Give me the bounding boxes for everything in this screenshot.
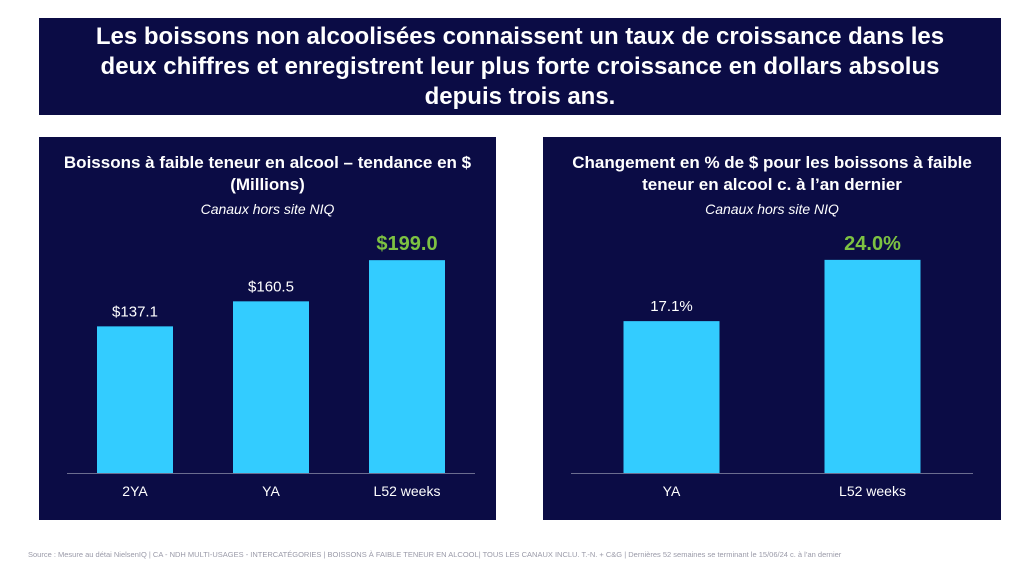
trend-bar <box>233 301 309 473</box>
trend-category-label: L52 weeks <box>374 483 441 499</box>
change-category-label: YA <box>663 483 681 499</box>
bar-chart-trend: $137.1 2YA $160.5 YA $199.0 L52 weeks <box>67 233 475 499</box>
chart-subtitle-change: Canaux hors site NIQ <box>705 201 839 217</box>
trend-data-label: $160.5 <box>248 278 294 295</box>
change-bar <box>623 321 720 473</box>
change-category-label: L52 weeks <box>839 483 906 499</box>
trend-bar <box>97 326 173 473</box>
chart-title-change: Changement en % de $ pour les boissons à… <box>572 153 972 194</box>
change-data-label: 24.0% <box>844 233 901 255</box>
change-data-label: 17.1% <box>650 298 693 315</box>
change-bar <box>824 259 921 473</box>
chart-title-trend: Boissons à faible teneur en alcool – ten… <box>63 153 472 194</box>
headline: Les boissons non alcoolisées connaissent… <box>39 18 1001 115</box>
chart-subtitle-trend: Canaux hors site NIQ <box>200 201 335 217</box>
trend-category-label: 2YA <box>122 483 148 499</box>
chart-panel-change: Changement en % de $ pour les boissons à… <box>543 137 1001 520</box>
trend-bar <box>369 260 445 473</box>
chart-panel-trend: Boissons à faible teneur en alcool – ten… <box>39 137 496 520</box>
trend-category-label: YA <box>262 483 280 499</box>
trend-data-label: $199.0 <box>376 233 437 255</box>
trend-data-label: $137.1 <box>112 303 158 320</box>
bar-chart-change: 17.1% YA 24.0% L52 weeks <box>571 233 973 499</box>
source-note: Source : Mesure au détai NielsenIQ | CA … <box>28 550 842 559</box>
